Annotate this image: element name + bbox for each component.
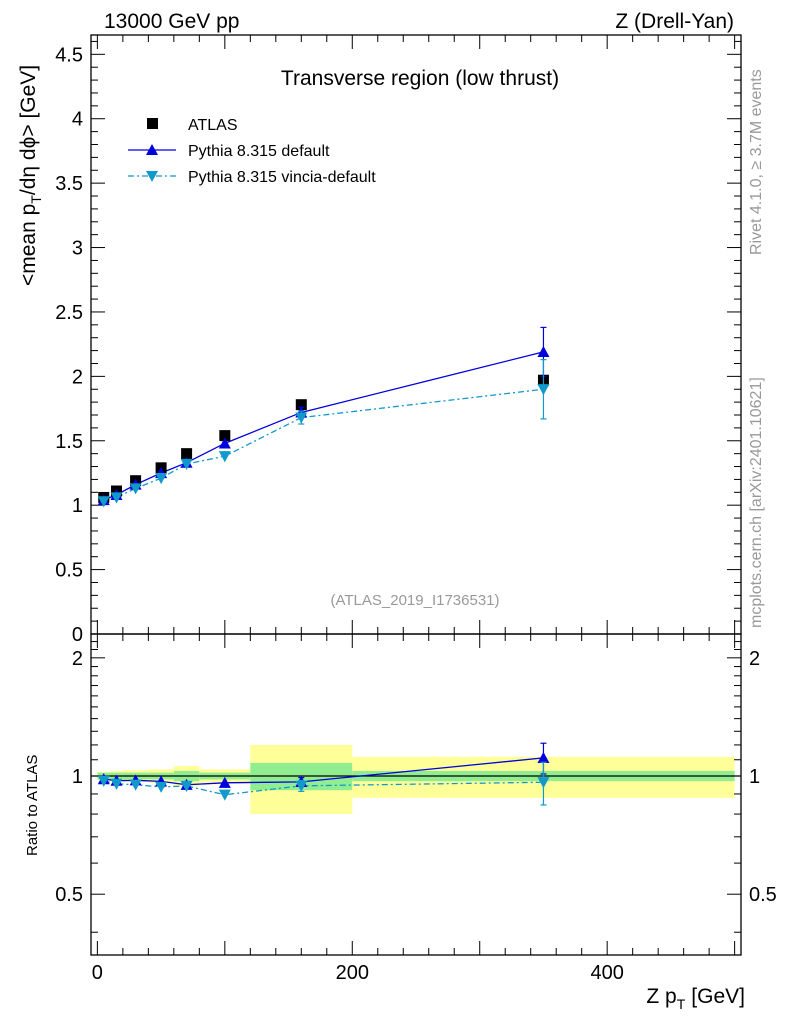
- default-ratio-point: [218, 776, 231, 788]
- vincia-ratio-point: [110, 778, 123, 790]
- y-label-suffix: /dη dϕ> [GeV]: [17, 65, 40, 195]
- x-label-main: Z p: [646, 985, 676, 1008]
- default-point: [537, 345, 550, 357]
- y-tick-label: 3.5: [55, 173, 83, 195]
- ratio-y-tick-label: 1: [72, 766, 83, 788]
- atlas-point: [219, 430, 231, 442]
- vincia-point: [110, 492, 123, 504]
- legend: ATLAS Pythia 8.315 default Pythia 8.315 …: [128, 117, 376, 186]
- ratio-y-tick-label: 0.5: [55, 884, 83, 906]
- y-tick-label: 1: [72, 495, 83, 517]
- y-axis-label: <mean pT/dη dϕ> [GeV]: [17, 65, 44, 286]
- vincia-ratio-point: [180, 780, 193, 793]
- y-tick-label: 0: [72, 624, 83, 646]
- vincia-line: [103, 388, 544, 502]
- vincia-ratio-point: [155, 781, 168, 793]
- default-point: [218, 437, 231, 449]
- default-ratio-point: [537, 751, 550, 764]
- vincia-point: [537, 384, 550, 396]
- vincia-point: [218, 451, 231, 463]
- y-tick-label: 4: [72, 109, 83, 131]
- ratio-frame: [90, 633, 742, 956]
- main-panel: 0 0.5 1 1.5 2 2.5 3 3.5 4 4.5: [55, 34, 742, 646]
- x-axis-label: Z pT [GeV]: [646, 985, 745, 1012]
- ratio-y-tick-label: 2: [72, 648, 83, 670]
- vincia-ratio-point: [129, 779, 142, 791]
- rivet-label: Rivet 4.1.0, ≥ 3.7M events: [748, 69, 765, 255]
- vincia-point: [295, 412, 308, 424]
- y-tick-label: 2: [72, 366, 83, 388]
- vincia-point: [180, 458, 193, 470]
- vincia-ratio-point: [537, 777, 550, 789]
- default-line: [103, 351, 544, 501]
- vincia-point: [97, 496, 110, 508]
- legend-vincia-label: Pythia 8.315 vincia-default: [188, 169, 376, 186]
- y-tick-label: 2.5: [55, 302, 83, 324]
- ratio-panel: 0 200 400 0.5 0.5 1 1 2 2: [55, 633, 777, 984]
- chart-title: Transverse region (low thrust): [281, 67, 559, 90]
- x-tick-label: 0: [92, 962, 103, 984]
- legend-atlas-marker: [147, 118, 158, 129]
- analysis-label: (ATLAS_2019_I1736531): [330, 592, 499, 609]
- vincia-ratio-point: [97, 775, 110, 787]
- y-tick-label: 1.5: [55, 431, 83, 453]
- atlas-point: [181, 448, 193, 460]
- x-tick-label: 200: [336, 962, 369, 984]
- ratio-y-tick-label-right: 1: [749, 766, 760, 788]
- vincia-point: [129, 483, 142, 495]
- header-left: 13000 GeV pp: [104, 10, 239, 33]
- legend-default-marker: [146, 144, 158, 155]
- ratio-y-tick-label-right: 0.5: [749, 884, 777, 906]
- x-label-unit: [GeV]: [691, 985, 745, 1008]
- x-tick-label: 400: [590, 962, 623, 984]
- vincia-ratio-point: [295, 780, 308, 792]
- atlas-point: [295, 399, 307, 411]
- mcplots-label: mcplots.cern.ch [arXiv:2401.10621]: [748, 377, 765, 628]
- vincia-ratio-point: [218, 789, 231, 801]
- y-label-prefix: <mean p: [17, 204, 40, 286]
- x-label-sub: T: [677, 996, 686, 1012]
- vincia-point: [155, 473, 168, 485]
- legend-vincia-marker: [146, 171, 158, 182]
- y-tick-label: 4.5: [55, 44, 83, 66]
- header-right: Z (Drell-Yan): [615, 10, 734, 33]
- legend-atlas-label: ATLAS: [188, 117, 238, 134]
- y-tick-label: 0.5: [55, 560, 83, 582]
- ratio-y-label: Ratio to ATLAS: [24, 755, 41, 856]
- y-label-sub: T: [28, 195, 44, 204]
- y-tick-label: 3: [72, 238, 83, 260]
- ratio-y-tick-label-right: 2: [749, 648, 760, 670]
- legend-default-label: Pythia 8.315 default: [188, 143, 330, 160]
